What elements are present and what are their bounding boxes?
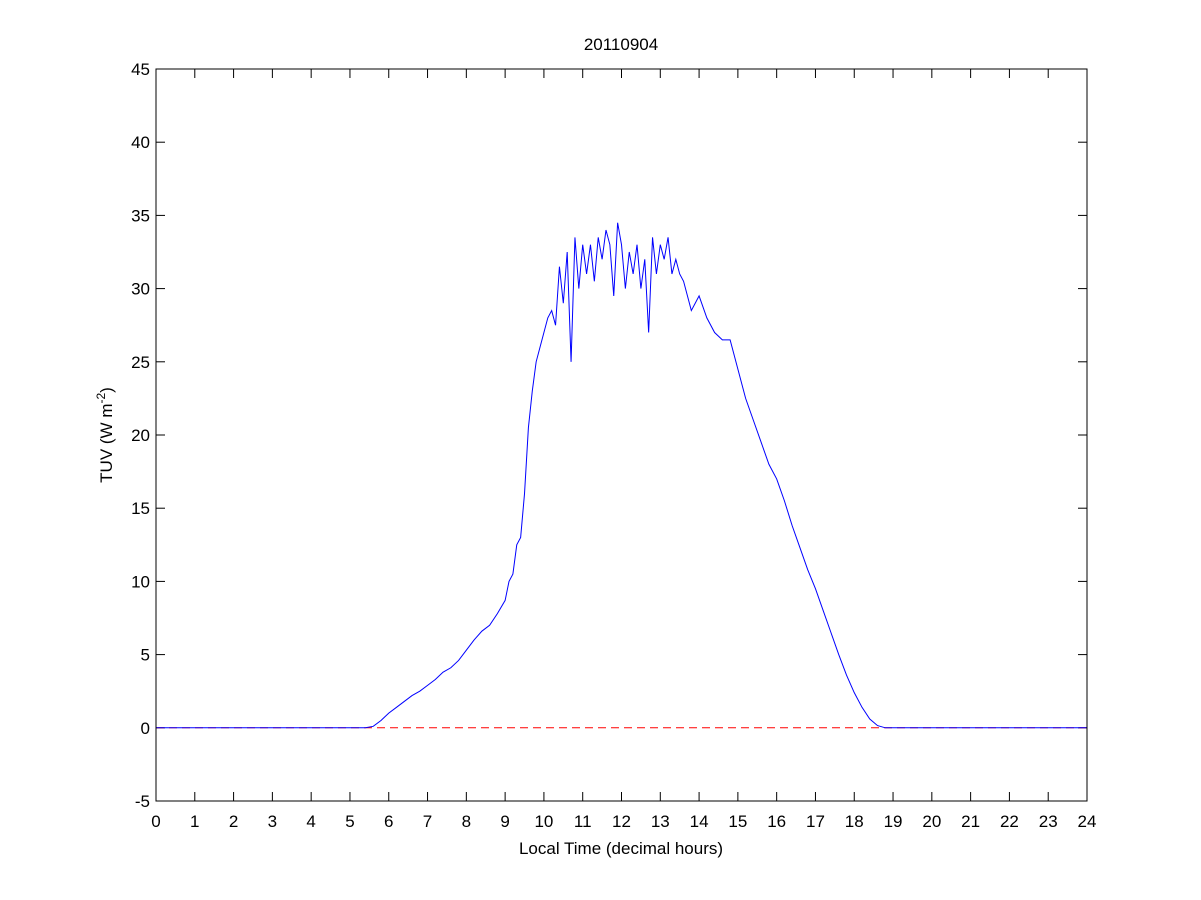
y-label-base: TUV (W m bbox=[97, 404, 116, 483]
y-tick-label: 5 bbox=[141, 646, 150, 665]
x-tick-label: 1 bbox=[190, 812, 199, 831]
x-axis-label: Local Time (decimal hours) bbox=[519, 839, 723, 858]
x-tick-label: 21 bbox=[961, 812, 980, 831]
x-tick-label: 15 bbox=[728, 812, 747, 831]
x-tick-label: 16 bbox=[767, 812, 786, 831]
x-tick-label: 10 bbox=[534, 812, 553, 831]
y-tick-label: 25 bbox=[131, 353, 150, 372]
x-tick-label: 14 bbox=[690, 812, 709, 831]
y-tick-label: -5 bbox=[135, 792, 150, 811]
y-label-superscript: -2 bbox=[94, 393, 108, 404]
x-tick-label: 13 bbox=[651, 812, 670, 831]
y-tick-label: 35 bbox=[131, 206, 150, 225]
x-tick-label: 5 bbox=[345, 812, 354, 831]
y-tick-label: 0 bbox=[141, 719, 150, 738]
y-tick-label: 20 bbox=[131, 426, 150, 445]
x-tick-label: 6 bbox=[384, 812, 393, 831]
x-tick-label: 20 bbox=[922, 812, 941, 831]
x-tick-label: 8 bbox=[462, 812, 471, 831]
y-tick-label: 30 bbox=[131, 280, 150, 299]
x-tick-label: 19 bbox=[884, 812, 903, 831]
x-tick-label: 12 bbox=[612, 812, 631, 831]
data-line bbox=[156, 222, 1087, 729]
y-tick-label: 45 bbox=[131, 60, 150, 79]
x-tick-label: 2 bbox=[229, 812, 238, 831]
y-axis-label: TUV (W m-2) bbox=[94, 387, 116, 483]
x-tick-label: 9 bbox=[500, 812, 509, 831]
x-tick-label: 22 bbox=[1000, 812, 1019, 831]
y-tick-label: 40 bbox=[131, 133, 150, 152]
x-tick-label: 7 bbox=[423, 812, 432, 831]
x-tick-label: 3 bbox=[268, 812, 277, 831]
y-label-end: ) bbox=[97, 387, 116, 393]
x-tick-label: 0 bbox=[151, 812, 160, 831]
x-tick-label: 17 bbox=[806, 812, 825, 831]
y-tick-label: 15 bbox=[131, 499, 150, 518]
chart-title: 20110904 bbox=[584, 35, 658, 54]
x-tick-label: 18 bbox=[845, 812, 864, 831]
x-tick-label: 24 bbox=[1078, 812, 1097, 831]
plot-frame bbox=[155, 68, 1088, 802]
y-tick-label: 10 bbox=[131, 572, 150, 591]
x-tick-label: 11 bbox=[574, 812, 592, 831]
x-tick-label: 4 bbox=[306, 812, 315, 831]
x-tick-label: 23 bbox=[1039, 812, 1058, 831]
